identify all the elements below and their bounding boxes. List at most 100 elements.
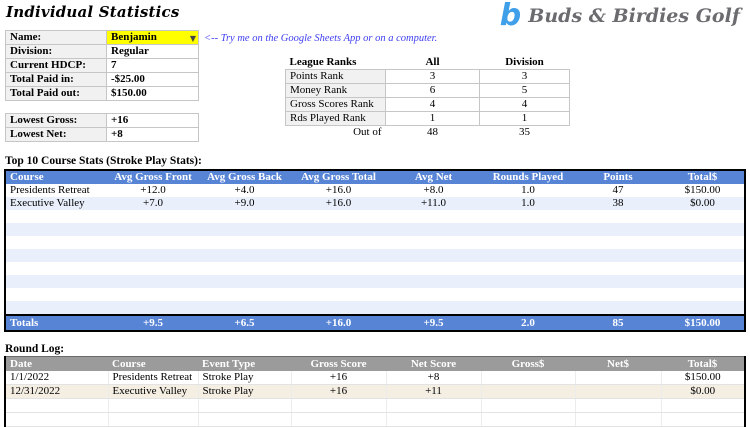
cell[interactable] [198,288,291,301]
cell[interactable]: 3 [479,69,570,84]
cell[interactable]: Presidents Retreat [10,184,90,196]
cell[interactable] [575,301,661,315]
cell[interactable] [108,398,199,413]
cell[interactable]: +8 [386,371,482,385]
totals-points[interactable]: 85 [575,314,661,331]
cell[interactable] [481,384,576,399]
cell[interactable] [661,223,745,236]
cell[interactable] [5,398,109,413]
cell[interactable] [575,262,661,275]
paid-out-value[interactable]: $150.00 [106,86,199,101]
cell[interactable]: 1 [479,111,570,126]
cell[interactable] [108,210,198,223]
cell[interactable] [5,288,108,301]
cell[interactable] [661,275,745,288]
cell[interactable] [386,210,481,223]
cell[interactable]: Points Rank [285,69,386,84]
cell[interactable] [108,223,198,236]
cell[interactable] [291,249,386,262]
cell[interactable] [386,301,481,315]
out-of-all-value[interactable]: 48 [427,126,438,138]
hdcp-value[interactable]: 7 [106,58,199,73]
cell[interactable] [481,262,575,275]
cell[interactable] [575,371,662,385]
cell[interactable]: +4.0 [234,184,255,196]
cell[interactable] [5,249,108,262]
paid-in-value[interactable]: -$25.00 [106,72,199,87]
cell[interactable]: Stroke Play [198,384,292,399]
cell[interactable] [575,223,661,236]
cell[interactable]: Stroke Play [198,371,292,385]
cell[interactable] [198,210,291,223]
cell[interactable] [661,210,745,223]
cell[interactable] [291,210,386,223]
cell[interactable]: $0.00 [690,197,715,209]
cell[interactable]: 1.0 [521,184,535,196]
cell[interactable] [386,398,482,413]
cell[interactable] [481,398,576,413]
cell[interactable] [386,223,481,236]
cell[interactable]: $150.00 [684,184,721,196]
cell[interactable] [291,398,387,413]
cell[interactable] [198,275,291,288]
cell[interactable] [291,301,386,315]
cell[interactable] [291,223,386,236]
cell[interactable]: +11 [386,384,482,399]
cell[interactable]: 1.0 [521,197,535,209]
cell[interactable] [108,236,198,249]
cell[interactable]: 4 [385,97,480,112]
name-dropdown[interactable]: Benjamin ▼ [106,30,199,45]
cell[interactable] [198,249,291,262]
cell[interactable]: +16 [291,371,387,385]
cell[interactable] [5,236,108,249]
cell[interactable] [198,398,292,413]
cell[interactable]: 1/1/2022 [5,371,109,385]
cell[interactable] [5,210,108,223]
totals-avg-net[interactable]: +9.5 [386,314,481,331]
cell[interactable] [198,301,291,315]
cell[interactable]: 47 [612,184,624,196]
cell[interactable] [481,210,575,223]
cell[interactable] [5,262,108,275]
cell[interactable] [481,275,575,288]
cell[interactable] [108,301,198,315]
cell[interactable] [198,262,291,275]
cell[interactable]: 3 [385,69,480,84]
totals-avg-gross-total[interactable]: +16.0 [291,314,386,331]
cell[interactable] [5,223,108,236]
cell[interactable] [575,398,662,413]
cell[interactable] [108,288,198,301]
cell[interactable] [386,249,481,262]
cell[interactable]: 6 [385,83,480,98]
cell[interactable] [575,236,661,249]
cell[interactable]: Rds Played Rank [285,111,386,126]
cell[interactable] [481,223,575,236]
cell[interactable]: Presidents Retreat [108,371,199,385]
cell[interactable] [575,210,661,223]
cell[interactable] [386,275,481,288]
totals-total-dollars[interactable]: $150.00 [661,314,745,331]
cell[interactable] [291,262,386,275]
cell[interactable] [108,249,198,262]
cell[interactable]: +12.0 [140,184,166,196]
cell[interactable]: $150.00 [661,371,746,385]
cell[interactable] [386,262,481,275]
cell[interactable]: 1 [385,111,480,126]
cell[interactable] [481,371,576,385]
cell[interactable] [108,275,198,288]
cell[interactable]: +7.0 [143,197,163,209]
cell[interactable]: Executive Valley [10,197,85,209]
cell[interactable]: 38 [612,197,624,209]
cell[interactable] [575,384,662,399]
cell[interactable]: $0.00 [661,384,746,399]
cell[interactable] [5,275,108,288]
cell[interactable] [575,249,661,262]
cell[interactable]: +9.0 [234,197,255,209]
cell[interactable] [108,262,198,275]
cell[interactable] [481,288,575,301]
cell[interactable] [661,262,745,275]
cell[interactable]: Gross Scores Rank [285,97,386,112]
lowest-gross-value[interactable]: +16 [106,113,199,128]
cell[interactable] [575,288,661,301]
cell[interactable]: +16.0 [325,197,352,209]
